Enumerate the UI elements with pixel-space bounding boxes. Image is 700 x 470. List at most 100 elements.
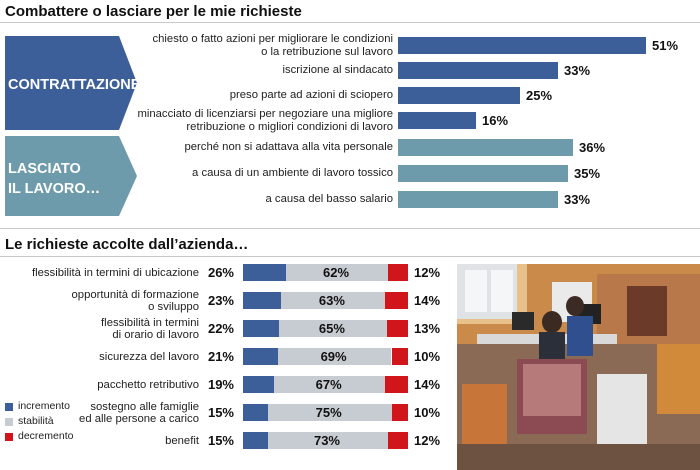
stacked-bar — [243, 376, 408, 393]
legend-swatch-incremento — [5, 403, 13, 411]
bar-category-label: iscrizione al sindacato — [282, 64, 393, 77]
bar-category-label-line: perché non si adattava alla vita persona… — [184, 141, 393, 154]
group-contrattazione-banner — [5, 36, 137, 130]
segment-decremento — [388, 264, 408, 281]
segment-stabilita — [285, 264, 389, 281]
segment-stabilita — [267, 404, 392, 421]
stacked-bar — [243, 292, 408, 309]
bar-value-label: 36% — [579, 140, 606, 155]
bar-category-label: minacciato di licenziarsi per negoziare … — [137, 108, 393, 133]
segment-stabilita — [267, 432, 389, 449]
stacked-category-label-line: sostegno alle famiglie — [90, 400, 199, 413]
incremento-value-label: 21% — [207, 349, 234, 364]
stacked-category-label-line: di orario di lavoro — [112, 328, 199, 341]
segment-incremento — [243, 432, 268, 449]
incremento-value-label: 23% — [207, 293, 234, 308]
section1-title: Combattere o lasciare per le mie richies… — [5, 3, 302, 20]
incremento-value-label: 19% — [207, 377, 234, 392]
stacked-bar — [243, 404, 408, 421]
stabilita-value-label: 62% — [323, 265, 350, 280]
bar-category-label-line: minacciato di licenziarsi per negoziare … — [137, 108, 393, 120]
legend-swatch-decremento — [5, 433, 13, 441]
bar-value-label: 51% — [652, 38, 679, 53]
decremento-value-label: 10% — [414, 405, 441, 420]
segment-incremento — [243, 404, 268, 421]
stacked-category-label-line: opportunità di formazione — [71, 288, 199, 301]
stacked-bar — [243, 264, 408, 281]
segment-incremento — [243, 376, 275, 393]
stacked-bar — [243, 348, 408, 365]
decremento-value-label: 10% — [414, 349, 441, 364]
bar-value-label: 25% — [526, 88, 553, 103]
stabilita-value-label: 69% — [320, 349, 347, 364]
bar-category-label: preso parte ad azioni di sciopero — [230, 89, 393, 102]
bar — [398, 112, 476, 129]
segment-decremento — [391, 348, 408, 365]
bar — [398, 62, 558, 79]
segment-stabilita — [279, 320, 387, 337]
bar-category-label-line: o la retribuzione sul lavoro — [261, 45, 393, 58]
divider — [0, 256, 700, 257]
bar — [398, 165, 568, 182]
legend-label: stabilità — [18, 415, 54, 427]
stabilita-value-label: 65% — [318, 321, 345, 336]
bar-category-label: a causa del basso salario — [266, 193, 393, 206]
divider — [0, 228, 700, 229]
bar-category-label-line: retribuzione o migliori condizioni di la… — [186, 120, 393, 133]
segment-incremento — [243, 320, 280, 337]
stacked-category-label: sostegno alle famiglie ed alle persone a … — [79, 401, 199, 425]
bar — [398, 191, 558, 208]
incremento-value-label: 15% — [207, 433, 234, 448]
office-photo — [457, 264, 700, 470]
group-lasciato-label-line1: LASCIATO — [8, 161, 81, 177]
stacked-category-label-line: flessibilità in termini di ubicazione — [31, 266, 199, 279]
segment-decremento — [391, 404, 408, 421]
group-contrattazione-label: CONTRATTAZIONE — [8, 77, 141, 93]
stacked-category-label: benefit — [165, 435, 199, 447]
segment-stabilita — [274, 376, 385, 393]
decremento-value-label: 14% — [414, 377, 441, 392]
stabilita-value-label: 73% — [313, 433, 340, 448]
bar-category-label: a causa di un ambiente di lavoro tossico — [192, 167, 393, 180]
stabilita-value-label: 63% — [318, 293, 345, 308]
segment-decremento — [386, 320, 408, 337]
decremento-value-label: 13% — [414, 321, 441, 336]
bar — [398, 87, 520, 104]
bar-category-label-line: a causa di un ambiente di lavoro tossico — [192, 167, 393, 180]
stacked-category-label-line: ed alle persone a carico — [79, 412, 199, 425]
stacked-category-label-line: pacchetto retributivo — [97, 378, 199, 391]
bar-value-label: 35% — [574, 166, 601, 181]
legend-label: decremento — [18, 430, 74, 442]
stacked-category-label: sicurezza del lavoro — [99, 351, 199, 363]
incremento-value-label: 22% — [207, 321, 234, 336]
group-lasciato-label: LASCIATO IL LAVORO… — [8, 159, 100, 199]
incremento-value-label: 15% — [207, 405, 234, 420]
incremento-value-label: 26% — [207, 265, 234, 280]
segment-incremento — [243, 292, 281, 309]
decremento-value-label: 12% — [414, 265, 441, 280]
decremento-value-label: 12% — [414, 433, 441, 448]
segment-incremento — [243, 264, 286, 281]
segment-decremento — [384, 376, 408, 393]
stacked-category-label: flessibilità in termini di orario di lavo… — [101, 317, 199, 341]
stacked-category-label-line: flessibilità in termini — [101, 316, 199, 329]
bar-category-label-line: iscrizione al sindacato — [282, 64, 393, 77]
group-lasciato-label-line2: IL LAVORO… — [8, 181, 101, 197]
section2-title: Le richieste accolte dall’azienda… — [5, 236, 249, 253]
bar-value-label: 33% — [564, 192, 591, 207]
bar-value-label: 33% — [564, 63, 591, 78]
legend-label: incremento — [18, 400, 70, 412]
bar — [398, 37, 646, 54]
segment-decremento — [384, 292, 408, 309]
stacked-category-label-line: o sviluppo — [148, 300, 199, 313]
segment-stabilita — [277, 348, 392, 365]
bar-category-label-line: a causa del basso salario — [265, 193, 393, 206]
segment-incremento — [243, 348, 278, 365]
segment-decremento — [388, 432, 408, 449]
stacked-category-label: opportunità di formazione o sviluppo — [72, 289, 199, 313]
bar — [398, 139, 573, 156]
bar-category-label: perché non si adattava alla vita persona… — [184, 141, 393, 154]
legend-swatch-stabilita — [5, 418, 13, 426]
stacked-bar — [243, 432, 408, 449]
stacked-category-label-line: sicurezza del lavoro — [99, 350, 199, 363]
